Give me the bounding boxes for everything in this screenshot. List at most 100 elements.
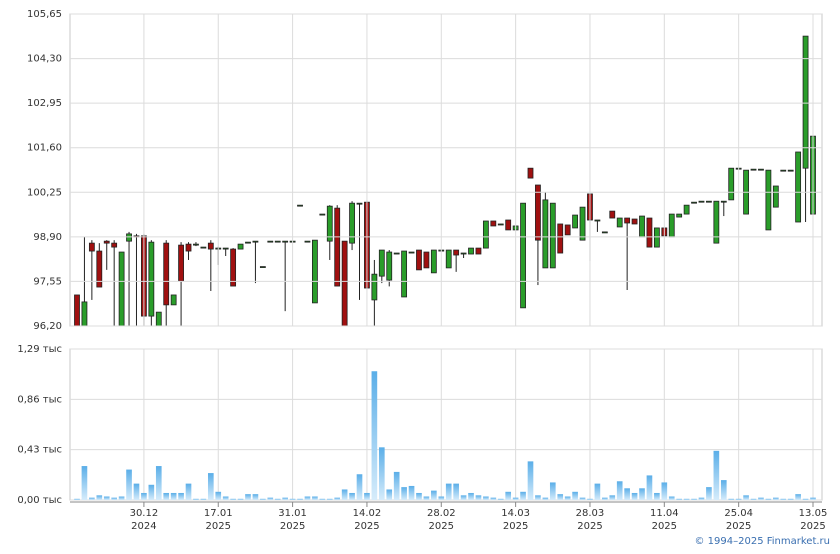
volume-bar — [445, 483, 452, 500]
candle-body — [772, 185, 779, 208]
x-tick-year: 2025 — [577, 521, 602, 532]
x-tick-label: 28.02 — [427, 508, 456, 519]
y-tick-label: 104,30 — [27, 54, 62, 65]
candle-body — [497, 223, 504, 226]
volume-bar — [616, 481, 623, 500]
candle-body — [163, 242, 170, 306]
candle-body — [653, 227, 660, 248]
volume-bar — [96, 495, 103, 500]
candle-body — [193, 243, 199, 246]
candle-body — [252, 240, 259, 243]
volume-bar — [222, 496, 229, 500]
volume-bar — [527, 461, 534, 500]
x-tick-label: 25.04 — [724, 508, 753, 519]
volume-bar — [743, 495, 749, 500]
volume-bar — [312, 496, 318, 500]
volume-bar — [468, 492, 474, 500]
candle-body — [453, 249, 460, 256]
candle-body — [185, 243, 192, 252]
candle-body — [341, 240, 348, 326]
volume-bar — [810, 497, 816, 500]
x-tick-year: 2025 — [280, 521, 305, 532]
x-tick-label: 13.05 — [799, 508, 828, 519]
candle-body — [230, 248, 237, 287]
candle-body — [408, 251, 415, 254]
volume-bar — [401, 487, 407, 500]
x-tick-year: 2025 — [354, 521, 379, 532]
volume-bar — [720, 480, 727, 500]
candle-body — [728, 167, 735, 201]
y-tick-label: 97,55 — [33, 276, 62, 287]
volume-bar — [624, 488, 630, 500]
candle-body — [237, 243, 244, 250]
x-tick-label: 30.12 — [130, 508, 159, 519]
volume-bar — [245, 494, 251, 500]
candle-body — [557, 223, 564, 254]
candle-body — [207, 242, 214, 250]
volume-bar — [520, 491, 526, 500]
candle-body — [222, 247, 229, 250]
volume-bar — [274, 498, 281, 500]
volume-bar — [230, 498, 236, 500]
candle-body — [423, 251, 430, 269]
volume-bar — [178, 492, 184, 500]
volume-bar — [252, 494, 259, 500]
volume-bar — [631, 492, 638, 500]
volume-bar — [728, 498, 735, 500]
candle-body — [326, 205, 333, 242]
volume-bar — [319, 498, 326, 500]
candle-body — [378, 249, 385, 277]
volume-bar — [148, 484, 155, 500]
volume-bar — [713, 450, 720, 500]
candle-body — [639, 215, 645, 238]
candle-body — [787, 169, 794, 172]
volume-bar — [163, 492, 170, 500]
y-tick-label: 0,00 тыс — [17, 495, 62, 506]
volume-bar — [371, 371, 378, 500]
volume-bar — [267, 497, 274, 500]
candle-body — [549, 202, 556, 269]
volume-bar — [326, 498, 333, 500]
candle-body — [490, 220, 497, 227]
candle-body — [527, 167, 534, 179]
candle-body — [356, 202, 363, 205]
candle-body — [334, 207, 341, 287]
volume-bar — [334, 497, 341, 500]
volume-bar — [646, 475, 653, 500]
candle-body — [81, 301, 88, 326]
volume-bar — [364, 492, 370, 500]
volume-bar — [341, 489, 348, 500]
x-tick-label: 17.01 — [204, 508, 233, 519]
candle-body — [482, 220, 489, 249]
candle-body — [96, 250, 103, 288]
candle-body — [401, 250, 408, 298]
volume-bar — [81, 466, 88, 500]
candle-body — [609, 210, 616, 219]
candle-body — [780, 169, 787, 172]
volume-bar — [155, 466, 162, 500]
candle-body — [393, 252, 400, 255]
volume-bar — [795, 494, 801, 500]
volume-bar — [594, 483, 601, 500]
volume-bar — [557, 494, 564, 500]
volume-bar — [698, 497, 705, 500]
candle-body — [111, 242, 118, 248]
volume-bar — [141, 492, 147, 500]
candle-body — [535, 184, 541, 241]
y-tick-label: 105,65 — [27, 9, 62, 20]
candle-body — [311, 239, 318, 304]
volume-bar — [683, 498, 690, 500]
volume-bar — [356, 474, 363, 500]
candle-body — [564, 224, 571, 236]
volume-bar — [497, 498, 504, 500]
volume-bar — [103, 496, 110, 500]
volume-bar — [89, 497, 95, 500]
candle-body — [601, 231, 608, 234]
volume-bar — [193, 498, 199, 500]
x-tick-year: 2025 — [503, 521, 528, 532]
x-tick-year: 2025 — [429, 521, 454, 532]
volume-bar — [765, 498, 772, 500]
volume-bar — [668, 496, 675, 500]
volume-bar — [453, 483, 459, 500]
volume-bar — [602, 497, 608, 500]
